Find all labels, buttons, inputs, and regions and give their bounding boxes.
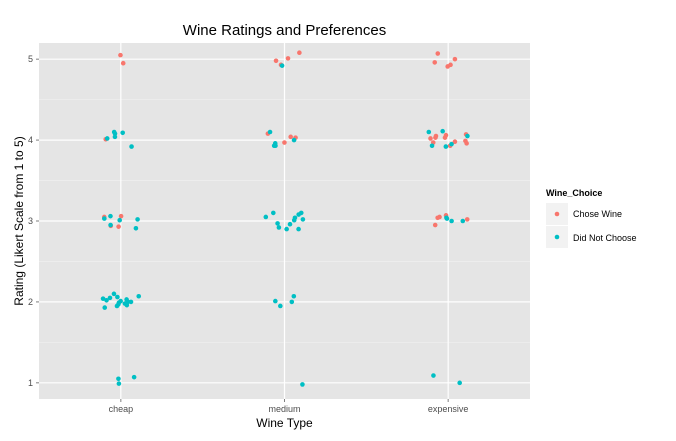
point-did-not-choose <box>426 129 432 135</box>
point-chose-wine <box>285 56 291 61</box>
point-did-not-choose <box>104 136 110 141</box>
point-did-not-choose <box>465 133 470 139</box>
point-did-not-choose <box>449 218 454 224</box>
legend: Wine_Choice Chose Wine Did Not Choose <box>546 188 637 248</box>
point-did-not-choose <box>289 299 295 305</box>
point-chose-wine <box>435 51 441 56</box>
y-tick-label: 2 <box>28 297 33 307</box>
point-did-not-choose <box>273 143 278 149</box>
point-did-not-choose <box>131 374 137 380</box>
point-did-not-choose <box>100 296 106 301</box>
point-did-not-choose <box>104 297 109 303</box>
x-axis-title: Wine Type <box>256 416 313 430</box>
point-did-not-choose <box>278 303 283 309</box>
point-chose-wine <box>118 52 123 58</box>
legend-title: Wine_Choice <box>546 188 602 198</box>
point-did-not-choose <box>279 63 285 68</box>
chart-title: Wine Ratings and Preferences <box>183 22 386 39</box>
point-did-not-choose <box>116 302 121 307</box>
point-did-not-choose <box>111 291 117 297</box>
point-did-not-choose <box>118 298 123 304</box>
point-did-not-choose <box>115 294 120 300</box>
point-did-not-choose <box>107 295 113 301</box>
point-did-not-choose <box>457 380 462 386</box>
point-did-not-choose <box>129 144 134 149</box>
legend-key-chose-wine <box>554 211 560 217</box>
point-did-not-choose <box>112 134 118 140</box>
point-did-not-choose <box>116 381 122 386</box>
x-tick-label: medium <box>268 404 300 414</box>
point-chose-wine <box>288 134 293 140</box>
legend-key-did-not-choose <box>554 234 560 240</box>
point-chose-wine <box>433 133 439 139</box>
y-tick-label: 5 <box>28 54 33 64</box>
point-chose-wine <box>116 224 121 229</box>
point-did-not-choose <box>429 143 435 149</box>
point-did-not-choose <box>296 226 301 232</box>
point-did-not-choose <box>296 212 301 217</box>
point-did-not-choose <box>291 217 297 223</box>
point-chose-wine <box>442 135 448 140</box>
point-chose-wine <box>282 140 287 145</box>
point-chose-wine <box>432 222 438 228</box>
point-did-not-choose <box>108 213 113 219</box>
point-did-not-choose <box>267 129 273 135</box>
point-did-not-choose <box>102 216 107 221</box>
point-did-not-choose <box>136 293 142 299</box>
point-did-not-choose <box>120 130 125 136</box>
point-did-not-choose <box>273 298 278 304</box>
point-did-not-choose <box>117 217 122 223</box>
point-did-not-choose <box>291 293 297 299</box>
point-did-not-choose <box>460 218 466 224</box>
point-did-not-choose <box>300 217 306 222</box>
point-did-not-choose <box>116 376 121 382</box>
y-axis-title: Rating (Likert Scale from 1 to 5) <box>12 136 26 305</box>
point-did-not-choose <box>291 137 297 143</box>
point-chose-wine <box>445 64 450 69</box>
point-did-not-choose <box>276 225 282 230</box>
point-chose-wine <box>452 56 458 62</box>
point-did-not-choose <box>263 214 269 220</box>
point-did-not-choose <box>112 131 118 136</box>
point-chose-wine <box>464 217 470 222</box>
y-tick-label: 4 <box>28 135 33 145</box>
legend-label-did-not-choose: Did Not Choose <box>573 233 637 243</box>
point-did-not-choose <box>287 221 293 227</box>
point-did-not-choose <box>275 221 280 226</box>
y-tick-label: 3 <box>28 216 33 226</box>
point-did-not-choose <box>443 144 449 149</box>
x-tick-label: expensive <box>428 404 469 414</box>
point-did-not-choose <box>133 225 139 231</box>
point-chose-wine <box>120 60 126 66</box>
point-chose-wine <box>464 141 469 146</box>
point-chose-wine <box>428 136 433 141</box>
point-did-not-choose <box>444 216 450 221</box>
point-did-not-choose <box>102 305 108 310</box>
point-chose-wine <box>452 139 458 145</box>
point-did-not-choose <box>108 222 113 228</box>
point-did-not-choose <box>300 382 305 387</box>
point-chose-wine <box>432 60 438 65</box>
legend-label-chose-wine: Chose Wine <box>573 209 622 219</box>
point-chose-wine <box>435 215 440 221</box>
point-did-not-choose <box>271 210 276 216</box>
point-did-not-choose <box>284 226 289 232</box>
point-did-not-choose <box>449 141 454 147</box>
point-chose-wine <box>118 213 124 219</box>
y-tick-label: 1 <box>28 378 33 388</box>
point-did-not-choose <box>124 297 129 302</box>
point-did-not-choose <box>431 373 436 378</box>
point-chose-wine <box>273 58 279 64</box>
x-tick-label: cheap <box>109 404 134 414</box>
point-chose-wine <box>297 50 302 56</box>
point-did-not-choose <box>135 217 140 222</box>
point-did-not-choose <box>440 128 445 134</box>
